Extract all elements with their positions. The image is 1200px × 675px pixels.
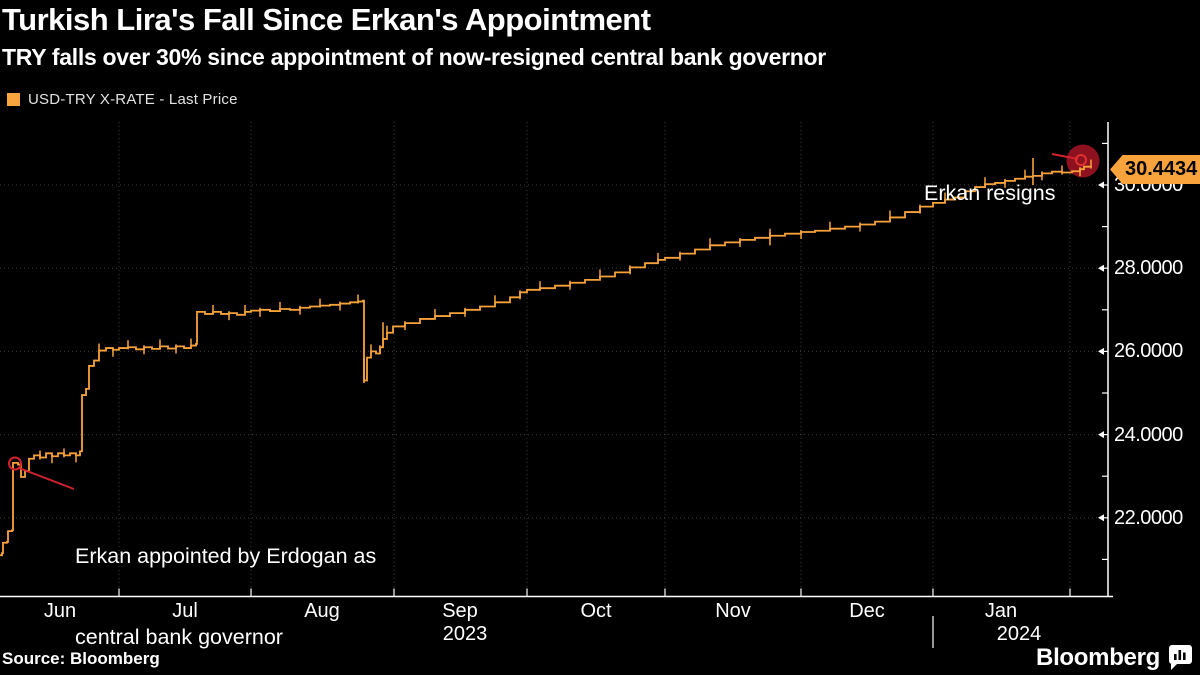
y-axis-tick-arrow (1098, 264, 1104, 272)
x-axis-label-dec: Dec (849, 600, 885, 622)
appointed-pointer-line (18, 467, 75, 490)
x-axis-label-aug: Aug (304, 600, 340, 622)
chart-legend: USD-TRY X-RATE - Last Price (7, 91, 238, 108)
y-axis-tick-arrow (1098, 347, 1104, 355)
last-price-tag: 30.4434 (1110, 155, 1200, 184)
y-axis-tick-arrow (1098, 431, 1104, 439)
page-subtitle: TRY falls over 30% since appointment of … (2, 44, 826, 70)
y-axis-label-28: 28.0000 (1114, 257, 1183, 280)
annotation-text-line2: central bank governor (75, 625, 283, 649)
bloomberg-terminal-icon (1169, 645, 1192, 670)
page-title: Turkish Lira's Fall Since Erkan's Appoin… (2, 2, 651, 37)
annotation-text-line1: Erkan appointed by Erdogan as (75, 544, 377, 568)
annotation-text: Erkan resigns (924, 181, 1056, 205)
x-axis-label-oct: Oct (580, 600, 612, 622)
x-axis-year-label-2024: 2024 (996, 623, 1042, 645)
bloomberg-logo-text: Bloomberg (1036, 644, 1160, 671)
bloomberg-logo: Bloomberg (1036, 644, 1192, 672)
y-axis-label-24: 24.0000 (1114, 423, 1183, 446)
y-axis-label-22: 22.0000 (1114, 506, 1183, 529)
legend-swatch-icon (7, 93, 20, 106)
x-axis-year-label-2023: 2023 (442, 623, 488, 645)
legend-label: USD-TRY X-RATE - Last Price (28, 91, 238, 108)
last-price-value: 30.4434 (1125, 158, 1198, 180)
y-axis-label-26: 26.0000 (1114, 340, 1183, 363)
x-axis-label-jan: Jan (984, 600, 1018, 622)
y-axis-tick-arrow (1098, 514, 1104, 522)
resign-marker-inner-circle (1075, 154, 1087, 166)
y-axis-tick-arrow (1098, 181, 1104, 189)
source-credit: Source: Bloomberg (2, 649, 160, 668)
resign-pointer-line (1051, 153, 1079, 160)
x-axis-label-nov: Nov (715, 600, 751, 622)
appointed-marker-circle (8, 456, 22, 471)
annotation-erkan-appointed: Erkan appointed by Erdogan as central ba… (75, 489, 376, 675)
x-axis-label-jun: Jun (43, 600, 77, 622)
annotation-erkan-resigns: Erkan resigns (924, 126, 1055, 261)
x-axis-label-jul: Jul (172, 600, 198, 622)
x-axis-label-sep: Sep (442, 600, 478, 622)
resign-marker-circle (1066, 144, 1100, 178)
